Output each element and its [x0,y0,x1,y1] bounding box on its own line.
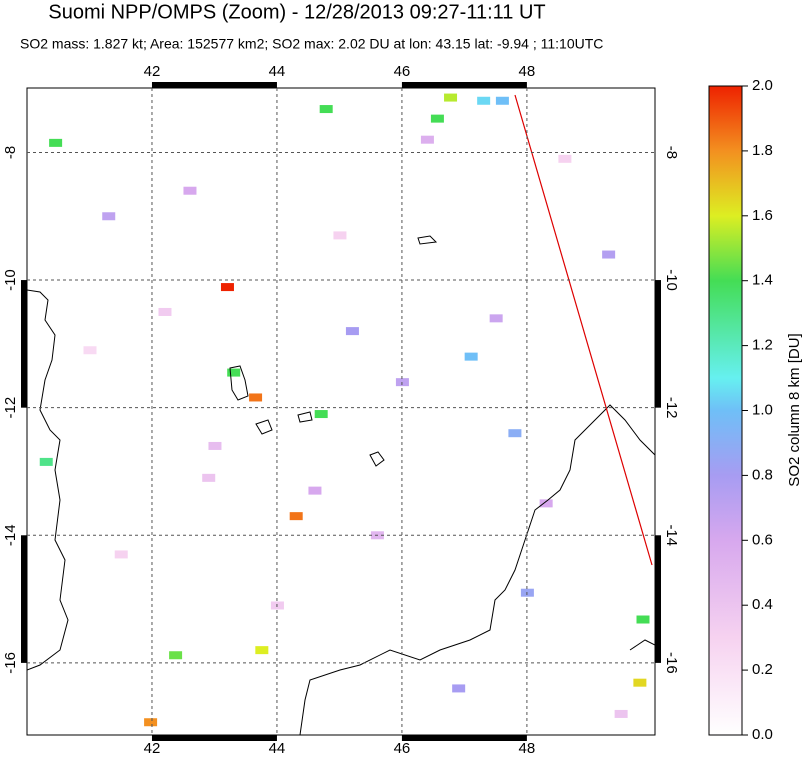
frame-segment [401,82,527,88]
y-tick-label-left: -12 [2,397,19,419]
so2-pixel [183,186,197,195]
so2-pixel [633,678,647,687]
so2-pixel [249,393,263,402]
frame-segment [401,735,527,741]
so2-pixel [227,368,241,377]
title: Suomi NPP/OMPS (Zoom) - 12/28/2013 09:27… [48,1,545,23]
so2-pixel [420,135,434,144]
so2-pixel [444,93,458,102]
colorbar-tick-label: 1.2 [752,337,773,354]
y-tick-label-right: -8 [663,146,680,159]
colorbar-tick-label: 0.8 [752,466,773,483]
x-tick-label-top: 44 [269,63,286,80]
x-tick-label-top: 48 [519,63,536,80]
so2-pixel [208,441,222,450]
so2-pixel [158,307,172,316]
x-tick-label-top: 42 [144,63,161,80]
colorbar-tick-label: 1.8 [752,142,773,159]
so2-pixel [464,352,478,361]
x-tick-label-bottom: 48 [519,740,536,757]
so2-pixel [169,651,183,660]
so2-pixel [495,96,509,105]
so2-pixel [558,154,572,163]
so2-pixel [49,138,63,147]
so2-pixel [345,327,359,336]
so2-pixel [144,718,158,727]
so2-pixel [102,212,116,221]
so2-pixel [452,684,466,693]
y-tick-label-right: -10 [663,269,680,291]
so2-pixel [477,96,491,105]
colorbar-tick-label: 0.0 [752,726,773,743]
colorbar-tick-label: 0.4 [752,596,773,613]
so2-pixel [319,105,333,114]
so2-pixel [614,709,628,718]
colorbar-tick-label: 1.4 [752,272,773,289]
so2-pixel [255,646,269,655]
colorbar-tick-label: 0.6 [752,531,773,548]
x-tick-label-top: 46 [394,63,411,80]
y-tick-label-left: -16 [2,652,19,674]
y-tick-label-left: -8 [2,146,19,159]
frame-segment [21,535,27,663]
so2-pixel [289,512,303,521]
frame-segment [21,280,27,408]
y-tick-label-right: -16 [663,652,680,674]
so2-pixel [636,615,650,624]
coastlines [27,235,655,735]
x-tick-label-bottom: 42 [144,740,161,757]
subtitle: SO2 mass: 1.827 kt; Area: 152577 km2; SO… [20,36,603,52]
so2-pixel [602,250,616,259]
colorbar-label: SO2 column 8 km [DU] [786,333,803,486]
colorbar [708,85,743,736]
y-tick-label-right: -14 [663,524,680,546]
swath-edge [514,94,653,566]
so2-pixel [39,457,53,466]
so2-pixel [508,429,522,438]
so2-pixel [489,314,503,323]
y-tick-label-left: -14 [2,524,19,546]
so2-pixel [430,114,444,123]
so2-pixel [308,486,322,495]
so2-pixel [220,283,234,292]
colorbar-tick-label: 2.0 [752,77,773,94]
map-area [27,88,655,735]
frame-segment [655,280,661,408]
so2-pixel [539,499,553,508]
so2-pixel [114,550,128,559]
x-tick-label-bottom: 46 [394,740,411,757]
frame-segment [151,735,277,741]
colorbar-tick-label: 1.6 [752,207,773,224]
x-tick-label-bottom: 44 [269,740,286,757]
y-tick-label-left: -10 [2,269,19,291]
map-frame [26,87,656,736]
frame-segment [655,535,661,663]
so2-pixel [314,410,328,419]
frame-segment [151,82,277,88]
colorbar-tick-label: 0.2 [752,661,773,678]
colorbar-tick-label: 1.0 [752,401,773,418]
so2-pixel [333,231,347,240]
y-tick-label-right: -12 [663,397,680,419]
so2-pixel [83,346,97,355]
so2-pixel [202,473,216,482]
